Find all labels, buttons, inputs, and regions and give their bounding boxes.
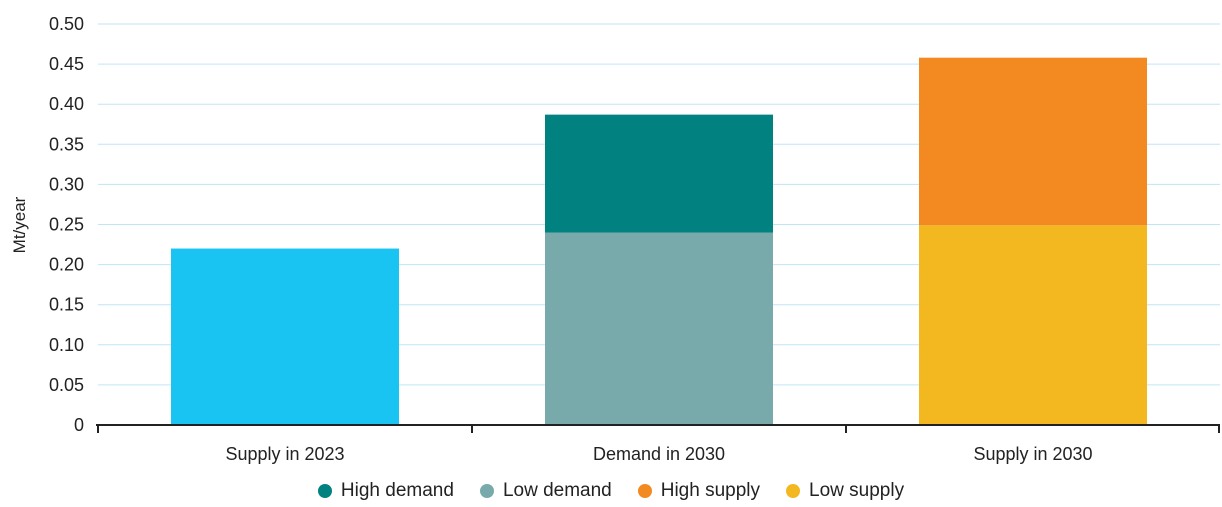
bar-high-demand xyxy=(545,115,773,233)
y-tick-label: 0 xyxy=(74,415,84,435)
bar-supply-in-2023 xyxy=(171,249,399,425)
legend-swatch xyxy=(786,484,800,498)
legend-swatch xyxy=(638,484,652,498)
legend-item-high-supply: High supply xyxy=(638,480,760,502)
y-tick-label: 0.30 xyxy=(49,174,84,194)
legend-item-high-demand: High demand xyxy=(318,480,454,502)
legend-label: High demand xyxy=(341,480,454,502)
legend-label: Low demand xyxy=(503,480,612,502)
x-tick-label: Supply in 2023 xyxy=(225,444,344,464)
bar-low-demand xyxy=(545,233,773,425)
legend: High demand Low demand High supply Low supp… xyxy=(0,480,1222,502)
x-tick-label: Supply in 2030 xyxy=(973,444,1092,464)
y-axis-label: Mt/year xyxy=(10,196,29,253)
x-tick-label: Demand in 2030 xyxy=(593,444,725,464)
bar-high-supply xyxy=(919,58,1147,226)
legend-label: Low supply xyxy=(809,480,904,502)
bar-chart-svg: 0 0.05 0.10 0.15 0.20 0.25 0.30 0.35 0.40 0.45 0.5… xyxy=(0,0,1222,475)
y-tick-label: 0.15 xyxy=(49,295,84,315)
legend-item-low-demand: Low demand xyxy=(480,480,612,502)
legend-item-low-supply: Low supply xyxy=(786,480,904,502)
y-tick-label: 0.25 xyxy=(49,215,84,235)
bars xyxy=(171,58,1147,425)
y-tick-label: 0.05 xyxy=(49,375,84,395)
y-tick-label: 0.35 xyxy=(49,134,84,154)
bar-low-supply xyxy=(919,225,1147,425)
y-tick-label: 0.40 xyxy=(49,94,84,114)
legend-swatch xyxy=(318,484,332,498)
y-tick-label: 0.50 xyxy=(49,14,84,34)
legend-label: High supply xyxy=(661,480,760,502)
y-tick-label: 0.20 xyxy=(49,255,84,275)
y-tick-label: 0.10 xyxy=(49,335,84,355)
legend-swatch xyxy=(480,484,494,498)
y-tick-label: 0.45 xyxy=(49,54,84,74)
